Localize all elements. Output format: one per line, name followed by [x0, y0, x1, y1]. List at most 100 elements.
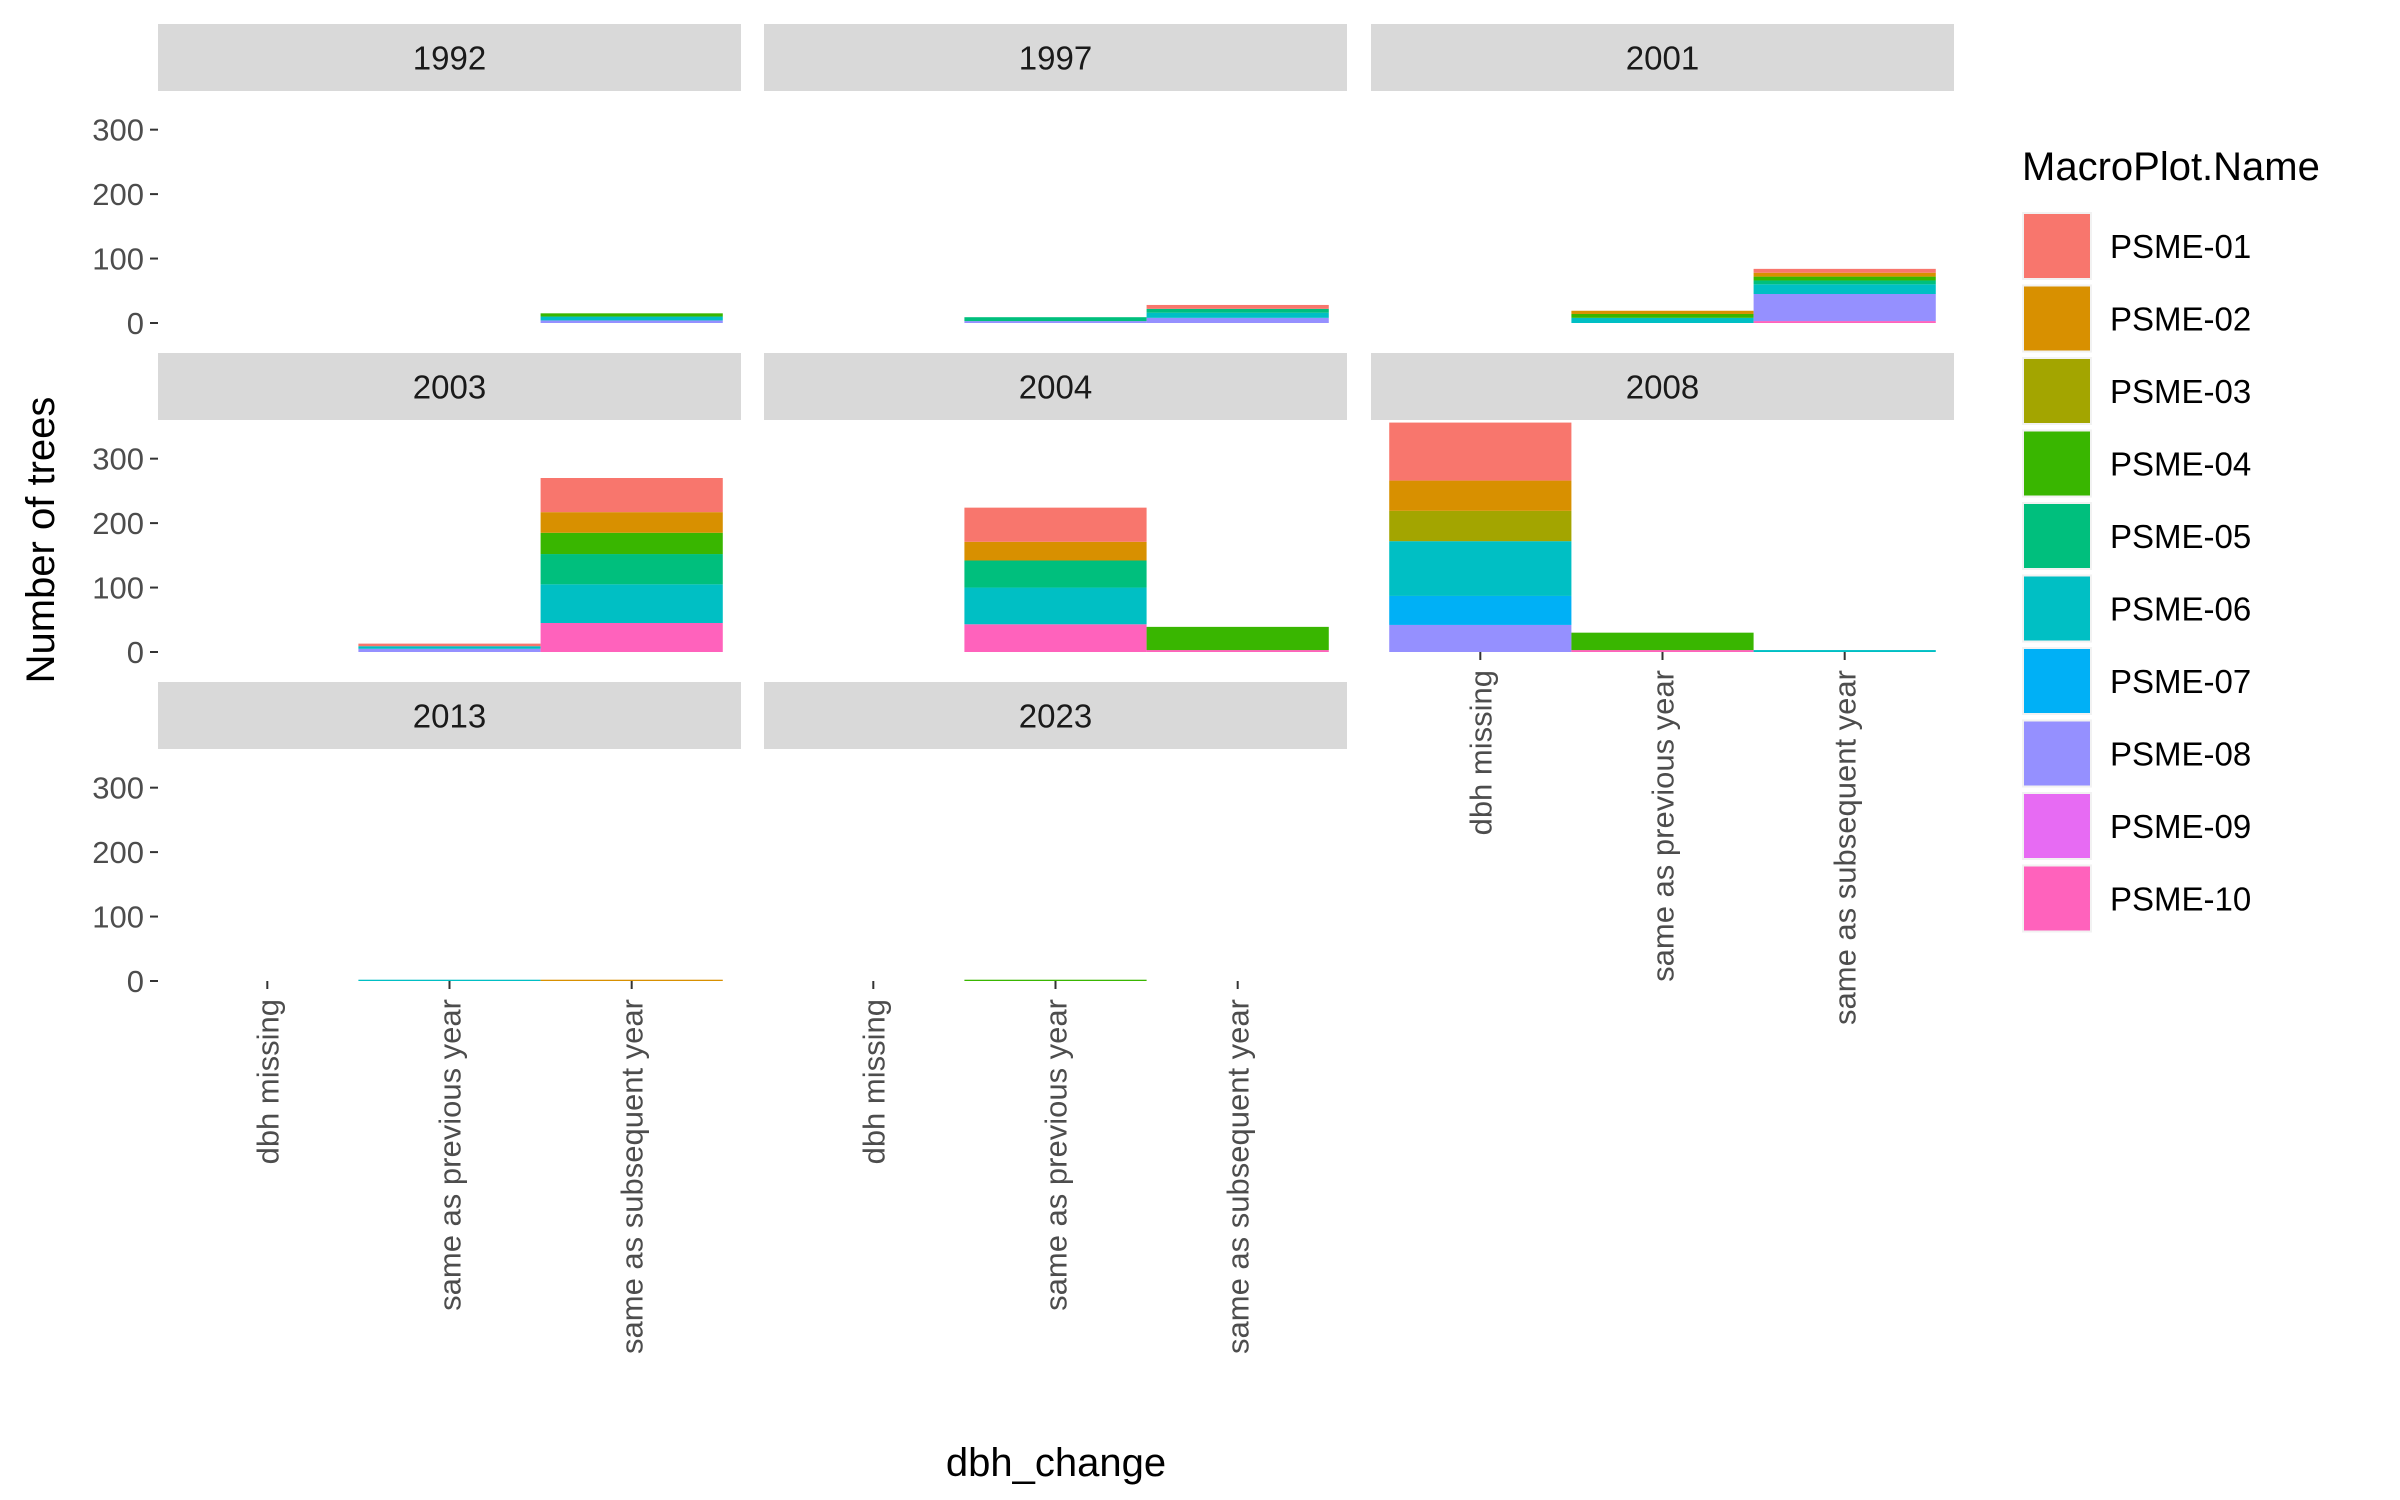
- legend-title: MacroPlot.Name: [2022, 145, 2320, 189]
- bar-segment: PSME-07: 45: [1389, 595, 1572, 625]
- bar-segment: PSME-10: 3: [1753, 321, 1936, 323]
- bar-segment: PSME-06: 6: [540, 316, 723, 321]
- facet-strip-label: 1992: [413, 40, 486, 77]
- y-tick-label: 300: [92, 771, 144, 806]
- x-tick-label: same as subsequent year: [1221, 999, 1256, 1354]
- legend-entry: PSME-10: [2022, 864, 2251, 933]
- legend-entry: PSME-09: [2022, 792, 2251, 860]
- legend-key-swatch: [2024, 576, 2090, 641]
- bar-segment: PSME-08: 42: [1753, 294, 1936, 322]
- bar-segment: PSME-05: 6: [1146, 308, 1329, 313]
- x-tick-label: same as subsequent year: [1828, 670, 1863, 1025]
- legend-entry-label: PSME-06: [2110, 591, 2251, 628]
- bar-segment: PSME-06: 15: [1753, 284, 1936, 294]
- legend-key-swatch: [2024, 866, 2090, 931]
- legend-entry-label: PSME-07: [2110, 663, 2251, 700]
- bar-segment: PSME-02: 47: [1389, 480, 1572, 511]
- x-tick-label: same as previous year: [1646, 670, 1681, 982]
- bar-segment: PSME-02: 29: [964, 541, 1147, 561]
- legend-key-swatch: [2024, 359, 2090, 423]
- facet-strip-label: 1997: [1019, 40, 1092, 77]
- x-tick-label: dbh missing: [250, 999, 285, 1164]
- y-tick-label: 300: [92, 442, 144, 477]
- bar-segment: PSME-04: 5: [540, 313, 723, 317]
- x-tick-label: dbh missing: [856, 999, 891, 1164]
- facet-strip: [158, 353, 741, 420]
- bar-segment: PSME-10: 43: [964, 624, 1147, 652]
- legend-entry: PSME-05: [2022, 502, 2251, 570]
- bar-segment: PSME-05: 6: [1753, 280, 1936, 285]
- bar-segment: PSME-08: 4: [540, 320, 723, 323]
- bar-segment: PSME-04: 36: [1146, 626, 1329, 651]
- bar-segment: PSME-04: 6: [1571, 313, 1754, 318]
- bar-segment: PSME-08: 8: [1146, 317, 1329, 323]
- bar-segment: PSME-02: 6: [1753, 272, 1936, 277]
- bar-segment: PSME-06: 8: [1571, 317, 1754, 323]
- bar-segment: PSME-06: 60: [540, 584, 723, 623]
- legend-entry-label: PSME-10: [2110, 881, 2251, 918]
- bar-segment: PSME-04: 27: [1571, 632, 1754, 651]
- bar-segment: PSME-02: 2: [540, 979, 723, 981]
- facet-strip: [764, 682, 1347, 749]
- bar-segment: PSME-04: 33: [540, 532, 723, 555]
- y-axis-title: Number of trees: [19, 397, 63, 684]
- facet-panel: 2023 PSME-04: 2 dbh missing same as previou…: [764, 682, 1347, 1354]
- bar-segment: PSME-10: 3: [1571, 650, 1754, 652]
- bar-segment: PSME-10: 3: [1146, 650, 1329, 652]
- y-tick-label: 100: [92, 900, 144, 935]
- bar-segment: PSME-04: 6: [1753, 276, 1936, 281]
- bar-segment: PSME-08: 5: [358, 648, 541, 652]
- y-tick-label: 200: [92, 506, 144, 541]
- y-tick-label: 0: [127, 964, 144, 999]
- bar-segment: PSME-08: 3: [964, 321, 1147, 323]
- facet-panel: 2004PSME-10: 43PSME-06: 57PSME-05: 42PSM…: [764, 353, 1347, 652]
- facet-strip: [1371, 24, 1954, 91]
- bar-segment: PSME-03: 47: [1389, 510, 1572, 542]
- bar-segment: PSME-10: 45: [540, 623, 723, 652]
- facet-strip-label: 2003: [413, 369, 486, 406]
- bar-segment: PSME-04: 2: [964, 979, 1147, 981]
- y-tick-label: 100: [92, 242, 144, 277]
- bar-segment: PSME-02: 32: [540, 512, 723, 533]
- legend-key-swatch: [2024, 431, 2090, 496]
- y-tick-label: 0: [127, 306, 144, 341]
- legend-entry-label: PSME-03: [2110, 373, 2251, 410]
- facet-strip: [764, 353, 1347, 420]
- legend-entry-label: PSME-04: [2110, 446, 2251, 483]
- legend-entry: PSME-01: [2022, 212, 2251, 280]
- bar-segment: PSME-02: 5: [1571, 310, 1754, 314]
- legend-entry-label: PSME-08: [2110, 736, 2251, 773]
- legend-entry-label: PSME-09: [2110, 808, 2251, 845]
- facet-strip: [764, 24, 1347, 91]
- bar-segment: PSME-06: 2: [358, 979, 541, 981]
- bar-segment: PSME-06: 8: [1146, 312, 1329, 318]
- legend-entry: PSME-06: [2022, 574, 2251, 643]
- facet-strip-label: 2008: [1626, 369, 1699, 406]
- legend: MacroPlot.Name PSME-01PSME-02PSME-03PSME…: [2022, 145, 2320, 933]
- x-tick-label: same as previous year: [433, 999, 468, 1311]
- bar-segment: PSME-01: 6: [1146, 304, 1329, 309]
- x-tick-label: same as previous year: [1039, 999, 1074, 1311]
- x-tick-label: same as subsequent year: [615, 999, 650, 1354]
- facet-strip-label: 2004: [1019, 369, 1092, 406]
- y-tick-label: 100: [92, 571, 144, 606]
- legend-key-swatch: [2024, 794, 2090, 858]
- bar-segment: PSME-01: 53: [540, 478, 723, 513]
- facet-panel: 2008PSME-08: 42PSME-07: 45PSME-06: 85PSM…: [1371, 353, 1954, 1025]
- bar-segment: PSME-01: 6: [1753, 268, 1936, 273]
- legend-key-swatch: [2024, 286, 2090, 351]
- legend-entry: PSME-04: [2022, 429, 2251, 498]
- bar-segment: PSME-06: 85: [1389, 541, 1572, 596]
- facet-strip-label: 2013: [413, 698, 486, 735]
- bar-segment: PSME-06: 4: [358, 646, 541, 649]
- legend-entry-label: PSME-05: [2110, 518, 2251, 555]
- bar-segment: PSME-05: 47: [540, 554, 723, 585]
- facet-strip: [1371, 353, 1954, 420]
- y-tick-label: 200: [92, 835, 144, 870]
- bar-segment: PSME-01: 53: [964, 507, 1147, 542]
